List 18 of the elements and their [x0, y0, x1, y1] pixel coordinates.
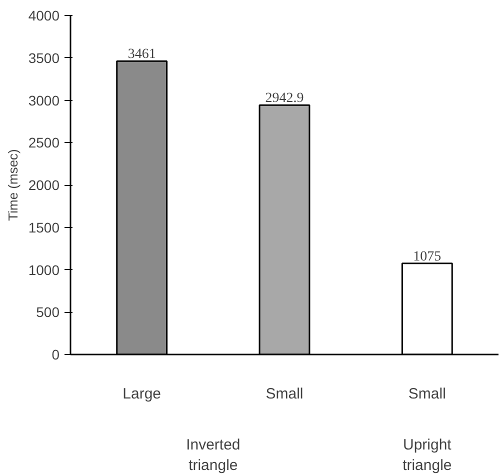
- x-tick-label: Small: [266, 386, 304, 402]
- y-axis-title: Time (msec): [5, 149, 20, 221]
- y-tick-label: 3500: [28, 50, 60, 66]
- text: Upright triangle: [402, 436, 452, 474]
- y-tick-label: 500: [36, 304, 60, 320]
- y-tick-label: 1000: [28, 262, 60, 278]
- data-label: 1075: [413, 249, 442, 264]
- data-label: 3461: [128, 47, 156, 62]
- y-tick-label: 3000: [28, 92, 60, 108]
- y-tick-label: 2000: [28, 177, 60, 193]
- data-label: 2942.9: [265, 91, 304, 106]
- text: Inverted triangle: [186, 436, 240, 474]
- y-tick-label: 1500: [28, 219, 60, 236]
- y-tick-label: 0: [52, 346, 60, 362]
- y-tick-label: 4000: [28, 8, 60, 24]
- x-tick-label: Large: [122, 386, 162, 402]
- x-tick-label: Small: [408, 386, 446, 402]
- y-tick-label: 2500: [28, 134, 60, 151]
